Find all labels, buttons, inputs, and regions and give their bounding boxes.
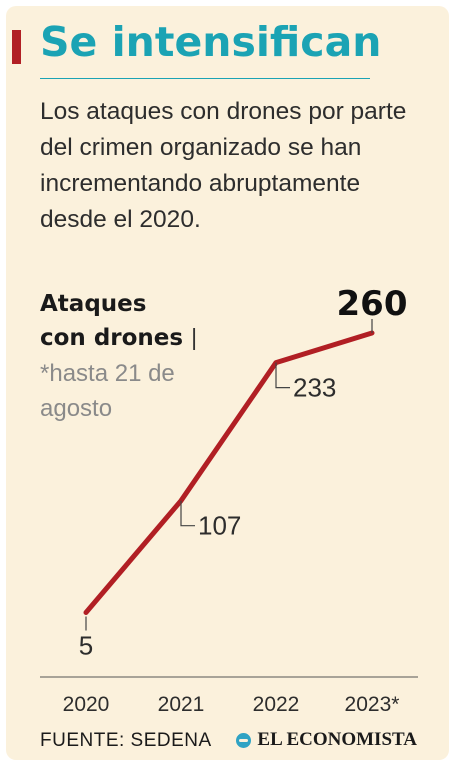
- brand-logo-text: EL ECONOMISTA: [257, 729, 417, 750]
- x-tick-label: 2023*: [345, 693, 400, 716]
- data-label: 107: [198, 511, 241, 541]
- leader-line: [275, 362, 290, 389]
- leader-line: [180, 500, 195, 527]
- subtitle: Los ataques con drones por parte del cri…: [40, 98, 407, 233]
- data-label-highlight: 260: [337, 284, 408, 324]
- page-title: Se intensifican: [40, 18, 382, 66]
- chart-title-line1: Ataques: [40, 291, 147, 317]
- data-line: [83, 330, 375, 616]
- chart-heading: Ataques con drones |: [40, 288, 197, 355]
- data-label: 5: [79, 631, 93, 661]
- chart-note: *hasta 21 de agosto: [40, 360, 175, 422]
- brand-logo-icon: [236, 732, 252, 748]
- brand-logo: EL ECONOMISTA: [236, 729, 417, 751]
- x-tick-label: 2021: [158, 693, 205, 716]
- x-tick-label: 2020: [63, 693, 110, 716]
- x-tick-label: 2022: [253, 693, 300, 716]
- data-label: 233: [293, 373, 336, 403]
- infographic-card: Se intensifican Los ataques con drones p…: [6, 6, 449, 760]
- source-note: FUENTE: SEDENA: [40, 730, 212, 751]
- title-accent-bar: [12, 30, 21, 64]
- chart-title-line2: con drones: [40, 325, 184, 351]
- chart-title-separator: |: [191, 324, 198, 350]
- title-divider: [40, 78, 370, 79]
